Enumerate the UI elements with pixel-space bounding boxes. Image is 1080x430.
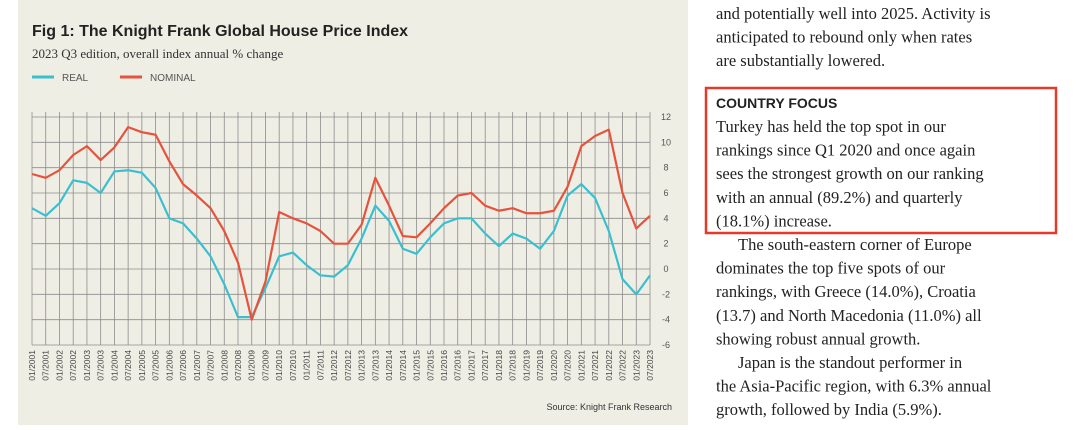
y-tick-label: 10 bbox=[661, 137, 671, 147]
x-tick-label: 01/2003 bbox=[82, 350, 92, 381]
x-tick-label: 01/2023 bbox=[631, 350, 641, 381]
y-tick-label: 0 bbox=[663, 264, 668, 274]
x-tick-label: 07/2019 bbox=[535, 350, 545, 381]
x-tick-label: 07/2016 bbox=[453, 350, 463, 381]
y-tick-label: 2 bbox=[663, 239, 668, 249]
chart-source: Source: Knight Frank Research bbox=[546, 402, 672, 412]
y-tick-label: 6 bbox=[663, 188, 668, 198]
focus-box bbox=[704, 86, 1058, 235]
x-tick-label: 01/2022 bbox=[604, 350, 614, 381]
legend-label: NOMINAL bbox=[150, 73, 196, 84]
x-tick-label: 07/2018 bbox=[508, 350, 518, 381]
body-text: growth, followed by India (5.9%). bbox=[716, 400, 942, 419]
x-tick-label: 07/2009 bbox=[260, 350, 270, 381]
x-tick-label: 01/2012 bbox=[329, 350, 339, 381]
x-tick-label: 01/2017 bbox=[466, 350, 476, 381]
y-tick-label: 8 bbox=[663, 163, 668, 173]
x-tick-label: 07/2015 bbox=[425, 350, 435, 381]
y-tick-label: -4 bbox=[662, 315, 670, 325]
x-tick-label: 07/2001 bbox=[41, 350, 51, 381]
chart-panel bbox=[18, 0, 688, 425]
x-tick-label: 01/2004 bbox=[109, 350, 119, 381]
x-tick-label: 01/2014 bbox=[384, 350, 394, 381]
x-tick-label: 07/2012 bbox=[343, 350, 353, 381]
x-tick-label: 01/2010 bbox=[274, 350, 284, 381]
body-text: Japan is the standout performer in bbox=[738, 353, 962, 372]
body-text: the Asia-Pacific region, with 6.3% annua… bbox=[716, 377, 992, 396]
x-tick-label: 07/2013 bbox=[370, 350, 380, 381]
chart-subtitle: 2023 Q3 edition, overall index annual % … bbox=[32, 46, 283, 61]
body-text: anticipated to rebound only when rates bbox=[716, 28, 972, 47]
x-tick-label: 07/2014 bbox=[398, 350, 408, 381]
body-text: are substantially lowered. bbox=[716, 51, 885, 70]
x-tick-label: 07/2020 bbox=[563, 350, 573, 381]
body-text: The south-eastern corner of Europe bbox=[738, 235, 972, 254]
x-tick-label: 01/2005 bbox=[137, 350, 147, 381]
x-tick-label: 01/2008 bbox=[219, 350, 229, 381]
x-tick-label: 01/2018 bbox=[494, 350, 504, 381]
x-tick-label: 07/2022 bbox=[618, 350, 628, 381]
body-text: and potentially well into 2025. Activity… bbox=[716, 4, 991, 23]
line-series bbox=[31, 126, 651, 321]
focus-text: rankings since Q1 2020 and once again bbox=[716, 141, 975, 160]
x-tick-label: 01/2011 bbox=[302, 350, 312, 380]
x-tick-label: 01/2002 bbox=[54, 350, 64, 381]
body-text: (13.7) and North Macedonia (11.0%) all bbox=[716, 306, 982, 325]
x-tick-label: 07/2017 bbox=[480, 350, 490, 381]
x-tick-label: 07/2002 bbox=[68, 350, 78, 381]
focus-text: Turkey has held the top spot in our bbox=[716, 117, 946, 136]
x-tick-label: 07/2005 bbox=[151, 350, 161, 381]
x-tick-label: 07/2004 bbox=[123, 350, 133, 381]
focus-text: (18.1%) increase. bbox=[716, 211, 832, 230]
y-tick-label: -6 bbox=[662, 340, 670, 350]
x-tick-label: 01/2020 bbox=[549, 350, 559, 381]
x-tick-label: 07/2021 bbox=[590, 350, 600, 381]
x-tick-label: 01/2019 bbox=[521, 350, 531, 381]
x-tick-label: 01/2007 bbox=[192, 350, 202, 381]
x-tick-label: 07/2007 bbox=[206, 350, 216, 381]
y-tick-label: 12 bbox=[661, 112, 671, 122]
x-tick-label: 07/2023 bbox=[645, 350, 655, 381]
body-text: dominates the top five spots of our bbox=[716, 259, 946, 278]
body-text: showing robust annual growth. bbox=[716, 329, 920, 348]
x-tick-label: 07/2003 bbox=[96, 350, 106, 381]
x-tick-label: 01/2009 bbox=[247, 350, 257, 381]
focus-text: sees the strongest growth on our ranking bbox=[716, 164, 984, 183]
x-tick-label: 07/2010 bbox=[288, 350, 298, 381]
x-tick-label: 01/2006 bbox=[164, 350, 174, 381]
x-tick-label: 07/2011 bbox=[315, 350, 325, 380]
x-tick-label: 07/2006 bbox=[178, 350, 188, 381]
legend-label: REAL bbox=[62, 73, 89, 84]
x-tick-label: 01/2001 bbox=[27, 350, 37, 381]
line-series bbox=[31, 169, 651, 319]
focus-text: with an annual (89.2%) and quarterly bbox=[716, 188, 963, 207]
y-tick-label: 4 bbox=[663, 213, 668, 223]
x-tick-label: 01/2015 bbox=[412, 350, 422, 381]
focus-heading: COUNTRY FOCUS bbox=[716, 95, 837, 111]
chart-title: Fig 1: The Knight Frank Global House Pri… bbox=[32, 23, 408, 40]
x-tick-label: 01/2021 bbox=[576, 350, 586, 381]
x-tick-label: 01/2016 bbox=[439, 350, 449, 381]
x-tick-label: 01/2013 bbox=[357, 350, 367, 381]
x-tick-label: 07/2008 bbox=[233, 350, 243, 381]
body-text: rankings, with Greece (14.0%), Croatia bbox=[716, 282, 976, 301]
y-tick-label: -2 bbox=[662, 289, 670, 299]
